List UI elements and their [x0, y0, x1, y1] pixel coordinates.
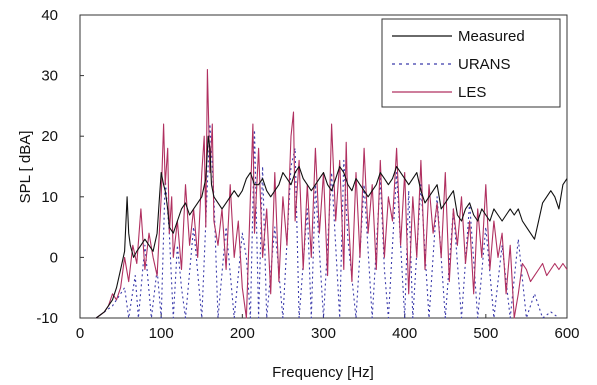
y-tick-label: 30 [41, 68, 58, 85]
series-layer [95, 68, 568, 319]
series-line-les [95, 68, 568, 319]
legend-label-measured: Measured [458, 28, 525, 45]
y-axis-title: SPL [ dBA] [17, 131, 34, 204]
legend: Measured URANS LES [381, 18, 561, 108]
y-tick-label: 0 [50, 249, 58, 266]
x-tick-label: 100 [149, 325, 174, 342]
y-tick-label: 20 [41, 128, 58, 145]
series-line-urans [95, 123, 560, 319]
x-tick-label: 600 [554, 325, 579, 342]
y-tick-label: 10 [41, 189, 58, 206]
y-tick-label: -10 [36, 310, 58, 327]
y-axis-ticks: -10 0 10 20 30 40 [36, 7, 84, 327]
x-axis-ticks: 0 100 200 300 400 500 600 [76, 314, 580, 342]
y-tick-label: 40 [41, 7, 58, 24]
legend-label-urans: URANS [458, 56, 511, 73]
x-tick-label: 300 [311, 325, 336, 342]
legend-label-les: LES [458, 84, 486, 101]
x-tick-label: 400 [392, 325, 417, 342]
x-tick-label: 200 [230, 325, 255, 342]
x-tick-label: 0 [76, 325, 84, 342]
x-axis-title: Frequency [Hz] [272, 364, 374, 381]
x-tick-label: 500 [473, 325, 498, 342]
series-line-measured [95, 135, 568, 319]
